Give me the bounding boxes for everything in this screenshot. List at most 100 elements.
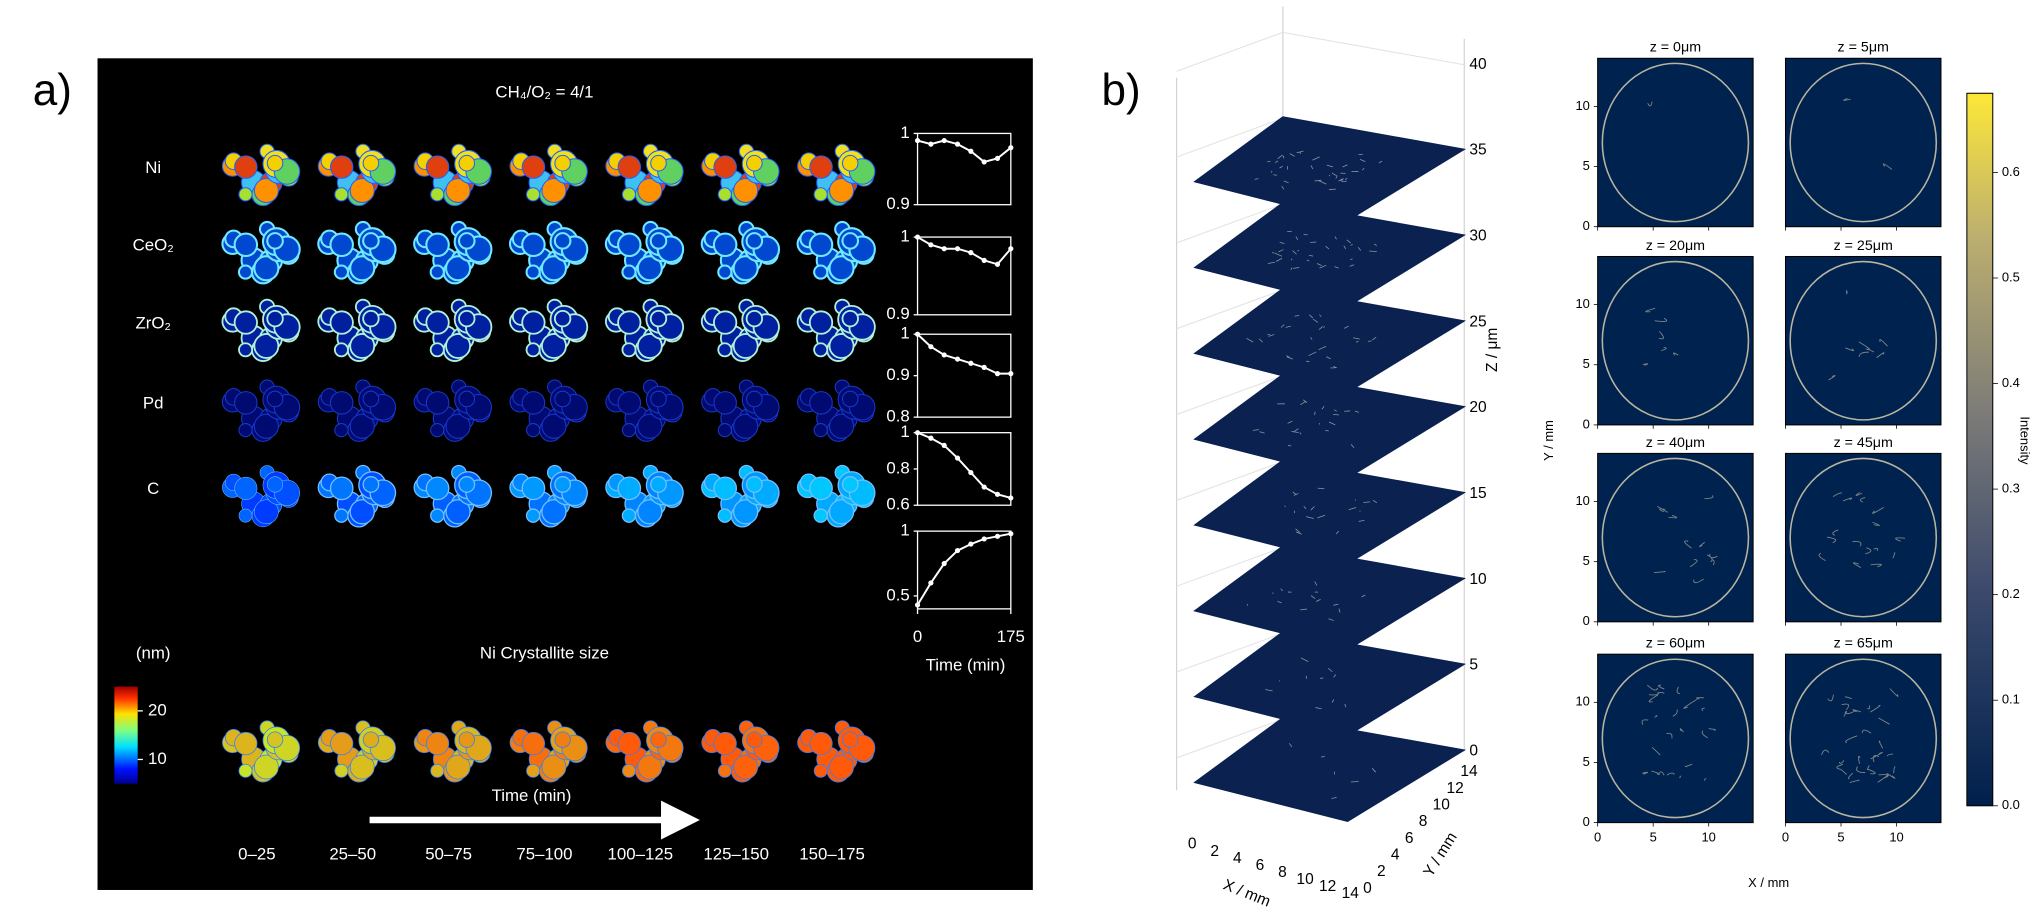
z-tick-label: 40 xyxy=(1469,56,1487,73)
image-blob xyxy=(253,754,279,780)
image-blob xyxy=(430,508,445,523)
image-blob xyxy=(525,508,541,523)
image-blob xyxy=(809,155,833,179)
image-blob xyxy=(238,508,253,523)
grid-line xyxy=(1176,203,1284,244)
image-blob xyxy=(733,499,759,525)
image-blob xyxy=(621,187,637,202)
image-blob xyxy=(349,333,376,359)
trend-point xyxy=(954,455,961,461)
image-blob xyxy=(521,310,546,335)
colorbar-tick-label: 0.3 xyxy=(2002,481,2020,496)
image-blob xyxy=(234,476,258,500)
trend-point xyxy=(968,250,974,256)
image-blob xyxy=(732,333,759,359)
image-blob xyxy=(553,309,572,328)
row-label: ZrO₂ xyxy=(135,313,171,332)
image-blob xyxy=(745,309,764,328)
image-blob xyxy=(266,309,284,328)
image-blob xyxy=(617,731,641,756)
image-blob xyxy=(430,763,445,778)
image-blob xyxy=(253,255,280,282)
trend-point xyxy=(981,536,987,542)
image-blob xyxy=(650,154,667,172)
image-blob xyxy=(554,731,571,748)
trend-point xyxy=(968,541,974,547)
trend-point xyxy=(914,430,921,436)
image-blob xyxy=(349,754,375,780)
image-blob xyxy=(717,763,732,778)
trend-point xyxy=(981,364,987,370)
image-blob xyxy=(526,763,541,778)
image-blob xyxy=(622,763,636,778)
trend-y-tick-label: 0.9 xyxy=(886,365,909,384)
x-tick-label: 14 xyxy=(1342,885,1360,902)
slice-feature xyxy=(1265,657,1347,710)
image-blob xyxy=(713,155,737,179)
image-blob xyxy=(334,508,349,523)
trend-frame xyxy=(916,530,1012,610)
slice-image xyxy=(1597,255,1754,426)
slice-y-tick-label: 0 xyxy=(1583,814,1590,829)
image-blob xyxy=(541,333,567,359)
sample-outline xyxy=(1789,260,1938,421)
trend-y-tick-label: 0.9 xyxy=(886,194,909,213)
slice-x-tick-label: 10 xyxy=(1889,830,1903,845)
image-blob xyxy=(808,310,834,335)
image-blob xyxy=(362,390,380,408)
y-tick-label: 6 xyxy=(1405,830,1414,847)
image-blob xyxy=(733,413,759,439)
slice-x-tick-label: 10 xyxy=(1702,830,1716,845)
sample-outline xyxy=(1601,457,1750,618)
slice-feature xyxy=(1284,487,1378,535)
image-blob xyxy=(430,187,445,202)
image-blob xyxy=(333,264,349,280)
slice-image xyxy=(1597,57,1754,228)
image-blob xyxy=(829,413,855,439)
image-blob xyxy=(330,731,354,756)
grid-line xyxy=(1282,31,1465,66)
image-blob xyxy=(253,333,280,359)
grid-line xyxy=(1176,718,1284,759)
image-blob xyxy=(429,342,445,358)
slice-plane xyxy=(1193,631,1467,737)
z-tick-label: 30 xyxy=(1469,228,1487,245)
image-blob xyxy=(425,232,450,258)
image-blob xyxy=(267,476,284,493)
image-blob xyxy=(362,232,380,250)
image-blob xyxy=(617,476,642,501)
time-bin-label: 150–175 xyxy=(799,844,865,863)
image-blob xyxy=(746,731,763,748)
panel-a-title: CH₄/O₂ = 4/1 xyxy=(495,83,593,102)
slice-x-tick-label: 5 xyxy=(1650,830,1657,845)
image-blob xyxy=(253,413,279,439)
slice-title: z = 20μm xyxy=(1646,238,1705,254)
image-blob xyxy=(429,264,445,280)
image-blob xyxy=(521,731,546,756)
image-blob xyxy=(621,423,637,438)
image-blob xyxy=(649,309,668,328)
slice-title: z = 40μm xyxy=(1646,435,1705,451)
z-tick-label: 25 xyxy=(1469,313,1486,330)
trend-y-tick-label: 0.8 xyxy=(886,458,909,477)
trend-point xyxy=(941,137,947,144)
slice-plane xyxy=(1193,459,1467,565)
image-blob xyxy=(525,264,541,280)
image-blob xyxy=(238,187,253,202)
trend-y-tick-label: 1 xyxy=(900,422,909,441)
slice-image xyxy=(1784,57,1942,228)
y-tick-label: 0 xyxy=(1363,880,1372,897)
colorbar-tick-label: 0.2 xyxy=(2002,586,2020,601)
trend-point xyxy=(941,560,947,567)
image-blob xyxy=(329,391,354,415)
image-blob xyxy=(713,476,738,501)
image-blob xyxy=(425,310,450,335)
trend-frame xyxy=(916,236,1012,316)
image-blob xyxy=(234,391,258,415)
time-bin-label: 125–150 xyxy=(703,844,769,863)
image-blob xyxy=(458,731,475,748)
trend-y-tick-label: 1 xyxy=(900,324,909,343)
slice-image xyxy=(1597,653,1754,824)
image-blob xyxy=(234,731,258,756)
